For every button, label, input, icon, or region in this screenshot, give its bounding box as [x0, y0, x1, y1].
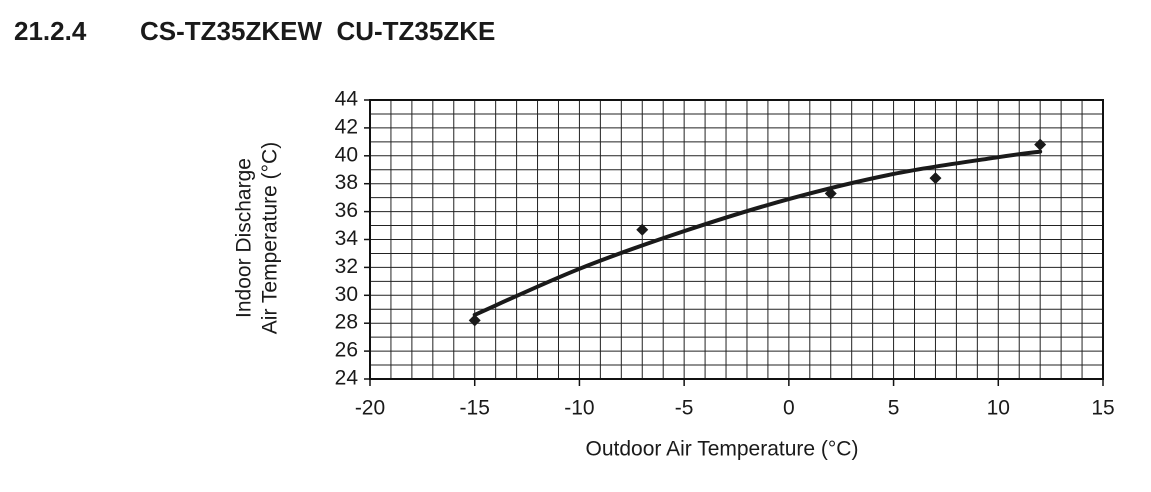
- section-number: 21.2.4: [14, 16, 87, 46]
- y-axis-label: Air Temperature (°C): [259, 142, 282, 334]
- y-tick-label: 38: [335, 171, 358, 194]
- y-tick-label: 34: [335, 227, 359, 250]
- y-tick-label: 44: [335, 88, 359, 111]
- data-point: [636, 223, 649, 236]
- x-tick-label: -5: [675, 397, 694, 420]
- x-tick-label: 5: [888, 397, 900, 420]
- y-tick-label: 26: [335, 339, 358, 362]
- y-tick-label: 32: [335, 255, 358, 278]
- x-axis-label: Outdoor Air Temperature (°C): [586, 438, 859, 461]
- x-tick-label: -15: [460, 397, 490, 420]
- section-title: CS-TZ35ZKEW CU-TZ35ZKE: [140, 16, 495, 46]
- y-tick-label: 40: [335, 143, 358, 166]
- y-axis-label: Indoor Discharge: [233, 158, 256, 318]
- x-tick-label: 10: [987, 397, 1010, 420]
- x-tick-label: -10: [564, 397, 594, 420]
- y-tick-label: 28: [335, 311, 358, 334]
- x-tick-label: -20: [355, 397, 385, 420]
- trend-line: [472, 149, 1043, 317]
- y-tick-label: 30: [335, 283, 358, 306]
- y-tick-label: 42: [335, 115, 358, 138]
- data-point: [468, 314, 481, 327]
- y-tick-label: 36: [335, 199, 358, 222]
- x-tick-label: 0: [783, 397, 795, 420]
- y-tick-label: 24: [335, 367, 359, 390]
- data-point: [929, 172, 942, 185]
- data-point: [1034, 138, 1047, 151]
- x-tick-label: 15: [1091, 397, 1114, 420]
